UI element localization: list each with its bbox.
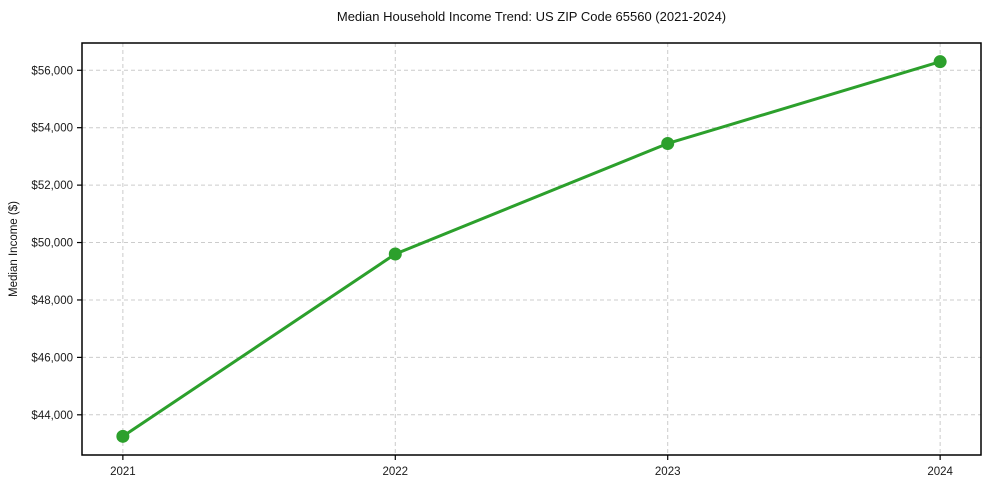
x-tick-label: 2023 <box>655 466 681 478</box>
y-tick-label: $50,000 <box>31 238 73 250</box>
data-point-marker <box>116 429 130 443</box>
data-point-marker <box>933 55 947 69</box>
data-point-marker <box>388 247 402 261</box>
y-tick-label: $46,000 <box>31 352 73 364</box>
y-tick-label: $54,000 <box>31 123 73 135</box>
x-tick-label: 2021 <box>110 466 136 478</box>
trend-line <box>121 60 942 438</box>
plot-border <box>81 42 982 456</box>
y-tick-label: $48,000 <box>31 295 73 307</box>
chart-title: Median Household Income Trend: US ZIP Co… <box>336 9 727 24</box>
data-point-marker <box>661 136 675 150</box>
y-tick-label: $44,000 <box>31 410 73 422</box>
x-tick-label: 2024 <box>927 466 953 478</box>
y-tick-label: $52,000 <box>31 180 73 192</box>
y-tick-label: $56,000 <box>31 65 73 77</box>
x-tick-label: 2022 <box>382 466 408 478</box>
